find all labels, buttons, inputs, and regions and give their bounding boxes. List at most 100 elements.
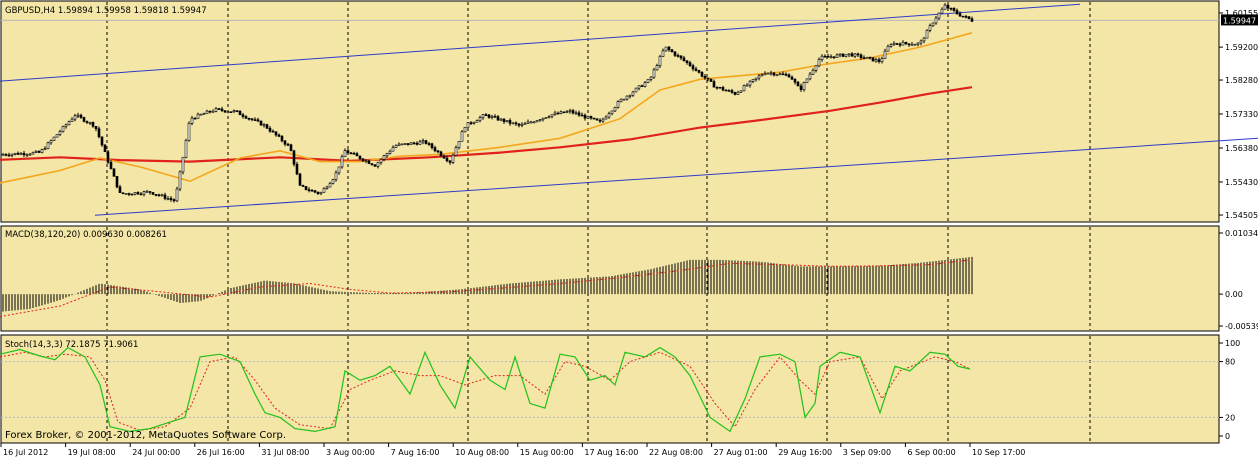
candle-body (322, 188, 326, 193)
time-tick-label: 7 Aug 16:00 (391, 448, 440, 457)
candle-body (757, 75, 761, 79)
time-tick-label: 15 Aug 00:00 (520, 448, 574, 457)
candle-body (787, 74, 791, 78)
candle-body (292, 150, 296, 165)
candle-body (238, 110, 242, 116)
candle-body (148, 191, 152, 193)
channel-lower-line[interactable] (94, 137, 1258, 216)
macd-histogram (2, 256, 973, 312)
candle-body (127, 193, 131, 195)
time-axis[interactable]: 16 Jul 2012 19 Jul 08:00 24 Jul 00:00 26 Ju… (0, 443, 1025, 457)
candle-body (454, 147, 458, 156)
candle-body (697, 70, 701, 73)
channel-upper-line[interactable] (0, 3, 1081, 82)
candle-body (913, 43, 917, 46)
candle-body (262, 124, 266, 126)
stoch-signal-line (0, 351, 971, 431)
candle-body (793, 79, 797, 83)
candle-body (658, 56, 662, 66)
candle-body (592, 117, 596, 120)
candle-body (277, 134, 281, 137)
candle-body (808, 73, 812, 80)
candle-body (595, 118, 599, 121)
candle-body (85, 121, 89, 123)
stoch-panel[interactable]: Stoch(14,3,3) 72.1875 71.9061 Forex Brok… (0, 334, 1220, 444)
candle-body (871, 57, 875, 62)
candle-body (889, 44, 893, 47)
price-panel[interactable]: GBPUSD,H4 1.59894 1.59958 1.59818 1.5994… (0, 0, 1258, 223)
candle-body (166, 198, 170, 200)
candle-body (367, 160, 371, 164)
symbol-header: GBPUSD,H4 1.59894 1.59958 1.59818 1.5994… (5, 6, 207, 16)
candle-body (565, 111, 569, 113)
candle-body (283, 140, 287, 145)
macd-tick-label: 0.00 (1225, 290, 1243, 299)
candle-body (961, 15, 965, 18)
candle-body (334, 172, 338, 180)
macd-scale[interactable]: 0.01034 0.00 -0.00539 (1219, 229, 1258, 331)
candle-body (157, 194, 161, 197)
candle-body (640, 85, 644, 87)
candle-body (406, 143, 410, 145)
candle-body (700, 72, 704, 77)
candle-body (778, 73, 782, 76)
candle-body (856, 53, 860, 56)
candle-body (319, 192, 323, 194)
price-tick-label: 1.56380 (1225, 144, 1258, 153)
candle-body (241, 114, 245, 117)
candle-body (859, 54, 863, 58)
candle-body (139, 193, 143, 196)
candle-body (625, 95, 629, 100)
candle-body (232, 110, 236, 112)
candle-body (382, 155, 386, 160)
candle-body (181, 156, 185, 173)
candle-body (172, 199, 176, 202)
candle-body (37, 150, 41, 153)
candle-body (550, 114, 554, 118)
candle-body (388, 150, 392, 154)
candle-body (433, 147, 437, 152)
candle-body (538, 119, 542, 122)
candle-body (340, 156, 344, 168)
candle-body (211, 110, 215, 113)
candle-body (244, 116, 248, 119)
candle-body (646, 79, 650, 83)
candle-body (712, 81, 716, 88)
candle-body (421, 140, 425, 143)
candle-body (28, 153, 32, 156)
candle-body (451, 154, 455, 163)
price-scale[interactable]: 1.60155 1.59200 1.58280 1.57330 1.56380 1.554… (1219, 9, 1258, 220)
macd-header: MACD(38,120,20) 0.009630 0.008261 (5, 230, 167, 240)
candle-body (679, 55, 683, 59)
candle-body (610, 110, 614, 115)
time-tick-label: 16 Jul 2012 (3, 448, 48, 457)
candle-body (862, 57, 866, 59)
candle-body (733, 92, 737, 95)
candle-body (490, 116, 494, 118)
candle-body (886, 46, 890, 52)
candle-body (559, 111, 563, 114)
time-tick-label: 26 Jul 16:00 (197, 448, 245, 457)
candle-body (175, 188, 179, 202)
candle-body (583, 114, 587, 119)
candle-body (706, 77, 710, 80)
stoch-header: Stoch(14,3,3) 72.1875 71.9061 (5, 340, 138, 350)
candle-body (496, 116, 500, 121)
candle-body (727, 90, 731, 92)
candle-body (412, 142, 416, 145)
macd-signal-line (0, 259, 973, 318)
candle-body (76, 114, 80, 117)
candle-body (10, 153, 14, 156)
candle-body (688, 62, 692, 66)
candle-body (814, 65, 818, 71)
stoch-scale[interactable]: 100 80 20 0 (1219, 339, 1240, 441)
candle-body (427, 143, 431, 145)
candle-body (877, 59, 881, 62)
macd-panel[interactable]: MACD(38,120,20) 0.009630 0.008261 (0, 225, 1220, 332)
candle-body (928, 25, 932, 31)
candle-body (445, 157, 449, 162)
candle-body (22, 152, 26, 156)
candle-body (607, 113, 611, 118)
candle-body (949, 7, 953, 10)
